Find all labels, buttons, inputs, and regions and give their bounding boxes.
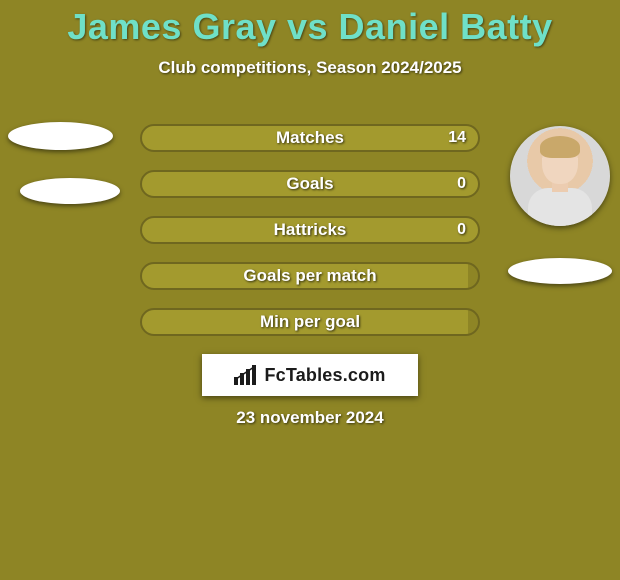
bar-track bbox=[140, 308, 480, 336]
bar-track bbox=[140, 124, 480, 152]
avatar-torso bbox=[528, 188, 592, 226]
brand-text: FcTables.com bbox=[264, 365, 385, 386]
page-title: James Gray vs Daniel Batty bbox=[0, 0, 620, 48]
player-right-avatar bbox=[510, 126, 610, 226]
date-text: 23 november 2024 bbox=[0, 408, 620, 428]
bar-goals: Goals 0 bbox=[140, 170, 480, 198]
player-left-placeholder-1 bbox=[8, 122, 113, 150]
bar-value-right: 0 bbox=[457, 216, 466, 244]
player-left-placeholder-2 bbox=[20, 178, 120, 204]
bar-goals-per-match: Goals per match bbox=[140, 262, 480, 290]
bar-track bbox=[140, 170, 480, 198]
player-right-placeholder-1 bbox=[508, 258, 612, 284]
avatar-hair bbox=[540, 136, 580, 158]
bar-track bbox=[140, 216, 480, 244]
bar-min-per-goal: Min per goal bbox=[140, 308, 480, 336]
bar-matches: Matches 14 bbox=[140, 124, 480, 152]
bar-value-right: 0 bbox=[457, 170, 466, 198]
comparison-infographic: James Gray vs Daniel Batty Club competit… bbox=[0, 0, 620, 580]
bar-track bbox=[140, 262, 480, 290]
subtitle: Club competitions, Season 2024/2025 bbox=[0, 58, 620, 78]
stat-bars: Matches 14 Goals 0 Hattricks 0 Goals per… bbox=[140, 124, 480, 354]
chart-bars-icon bbox=[234, 365, 258, 385]
bar-hattricks: Hattricks 0 bbox=[140, 216, 480, 244]
bar-value-right: 14 bbox=[448, 124, 466, 152]
brand-badge: FcTables.com bbox=[202, 354, 418, 396]
